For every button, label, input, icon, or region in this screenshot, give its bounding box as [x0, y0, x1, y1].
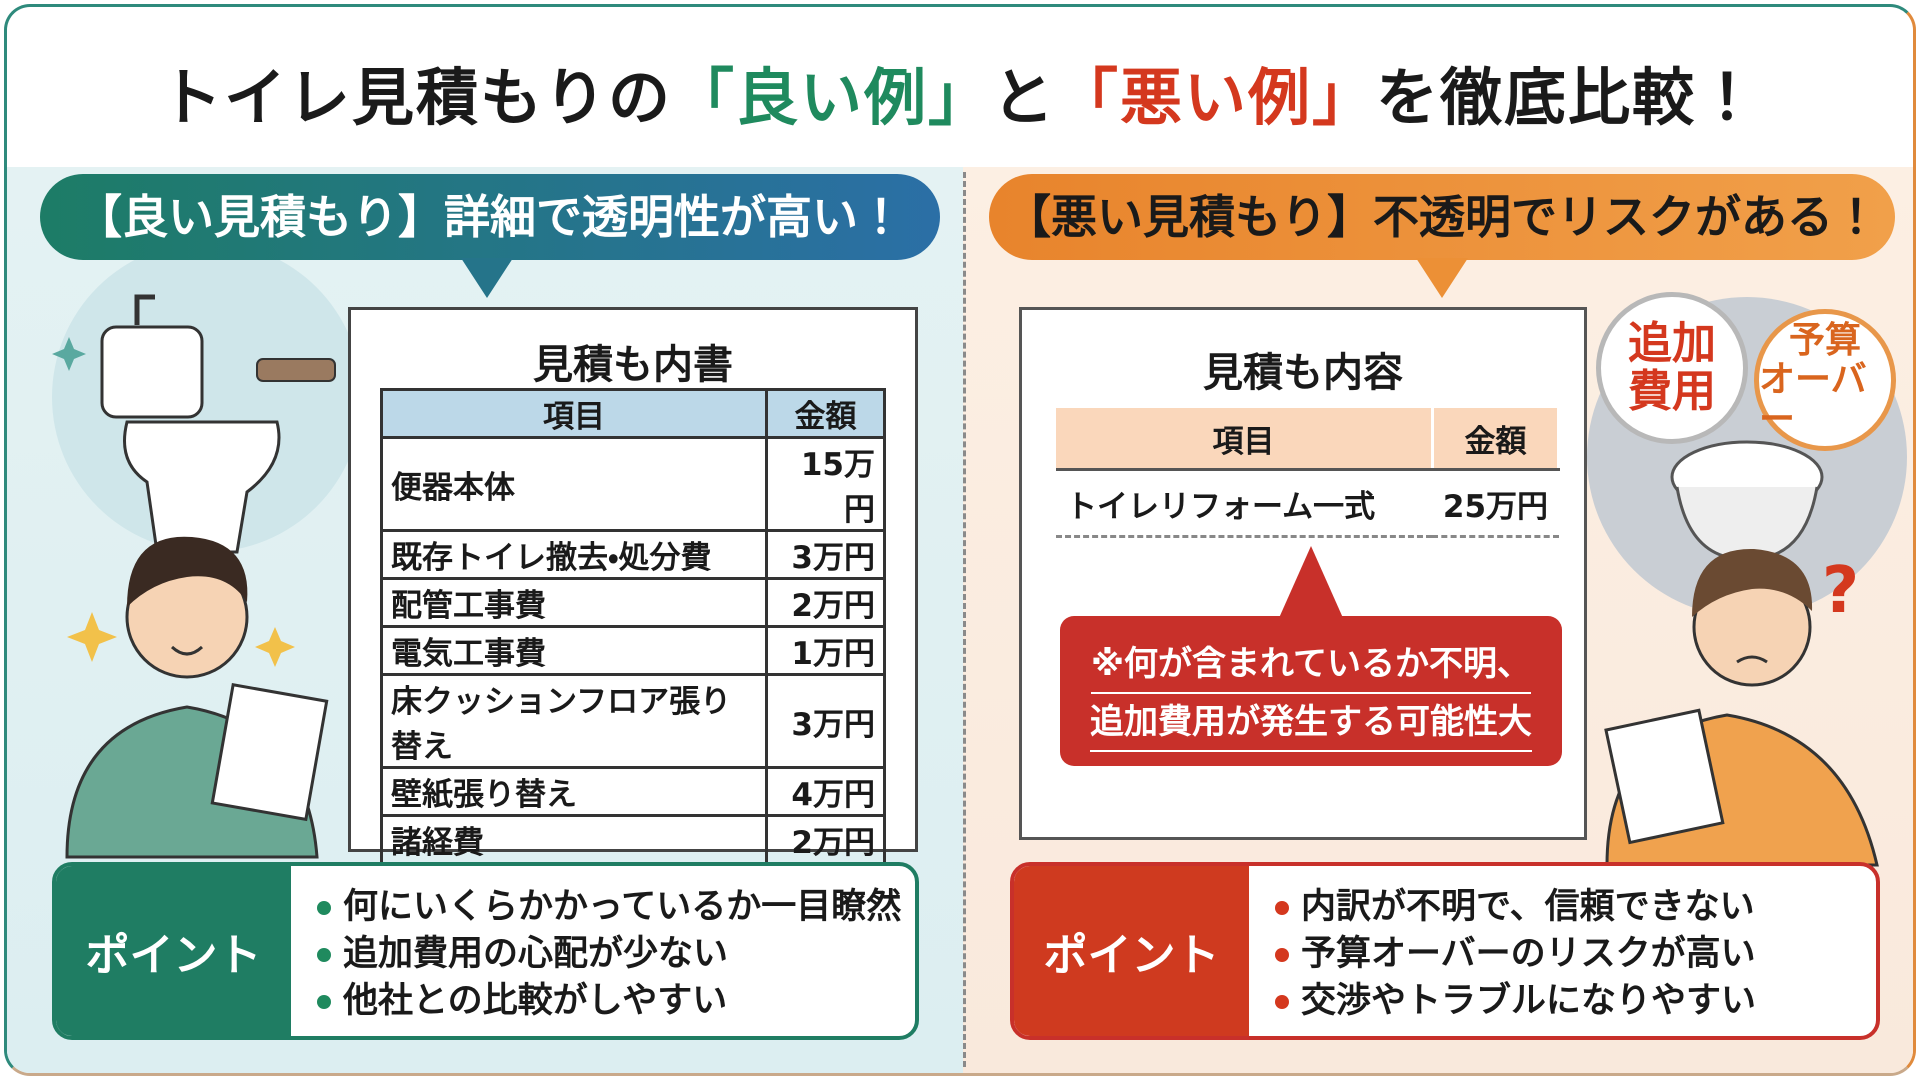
divider — [963, 172, 966, 1067]
amount-cell: 4万円 — [765, 766, 886, 817]
item-row: トイレリフォーム一式 25万円 — [1056, 469, 1559, 538]
bad-points: ポイント 内訳が不明で、信頼できない 予算オーバーのリスクが高い 交渉やトラブルにな… — [1010, 862, 1880, 1040]
header-cell: 項目 — [1056, 408, 1434, 471]
point-text: 内訳が不明で、信頼できない — [1301, 887, 1755, 927]
item-cell: 壁紙張り替え — [379, 766, 769, 817]
item-cell: 便器本体 — [379, 436, 769, 532]
title: トイレ見積もりの「良い例」と「悪い例」を徹底比較！ — [7, 47, 1913, 137]
badge: 追加 費用 — [1596, 292, 1748, 444]
sparkle — [67, 612, 117, 662]
amount-cell: 2万円 — [765, 577, 886, 628]
good-banner: 【良い見積もり】詳細で透明性が高い！ — [40, 174, 940, 260]
paper — [210, 683, 329, 822]
point-label: ポイント — [56, 866, 291, 1036]
title-text: を徹底比較！ — [1376, 61, 1761, 134]
header-cell: 項目 — [379, 388, 769, 439]
amount-cell: 3万円 — [765, 673, 886, 769]
point-item: 交渉やトラブルになりやすい — [1275, 978, 1756, 1025]
person-hair — [1692, 548, 1813, 617]
toilet-tank — [100, 325, 204, 419]
paper — [1604, 708, 1725, 845]
bullet — [317, 948, 331, 962]
item-row: 床クッションフロア張り替え 3万円 — [379, 673, 886, 769]
point-list: 内訳が不明で、信頼できない 予算オーバーのリスクが高い 交渉やトラブルになりやすい — [1249, 866, 1756, 1036]
item-cell: 既存トイレ撤去・処分費 — [379, 529, 769, 580]
estimate-title: 見積も内書 — [533, 342, 733, 388]
paper-holder — [256, 358, 336, 382]
amount-cell: 3万円 — [765, 529, 886, 580]
item-row: 諸経費 2万円 — [379, 814, 886, 865]
header-cell: 金額 — [1432, 408, 1561, 471]
point-item: 予算オーバーのリスクが高い — [1275, 931, 1756, 978]
person-frown — [1736, 655, 1768, 664]
item-row: 既存トイレ撤去・処分費 3万円 — [379, 529, 886, 580]
point-item: 追加費用の心配が少ない — [317, 931, 901, 978]
amount-cell: 2万円 — [765, 814, 886, 865]
good-estimate: 見積も内書 項目 金額 便器本体 15万円 既存トイレ撤去・処分費 3万円 配管工事費 2万円… — [348, 307, 918, 958]
bullet — [1275, 948, 1289, 962]
badge-text: オーバー — [1759, 359, 1867, 440]
item-row: 配管工事費 2万円 — [379, 577, 886, 628]
warning-pointer — [1279, 546, 1343, 618]
point-text: 追加費用の心配が少ない — [343, 934, 729, 974]
badge-text: 追加 — [1628, 317, 1716, 369]
banner-pointer — [1416, 258, 1468, 298]
question-mark: ? — [1822, 554, 1859, 628]
badge: 予算 オーバー — [1754, 309, 1896, 451]
item-cell: 配管工事費 — [379, 577, 769, 628]
warning-line: 追加費用が発生する可能性大 — [1090, 694, 1532, 752]
warning-line: ※何が含まれているか不明、 — [1090, 636, 1532, 694]
banner-pointer — [461, 258, 513, 298]
bad-banner: 【悪い見積もり】不透明でリスクがある！ — [989, 174, 1895, 260]
item-cell: トイレリフォーム一式 — [1056, 469, 1433, 538]
item-row: 便器本体 15万円 — [379, 436, 886, 532]
estimate-title: 見積も内容 — [1203, 350, 1403, 396]
warning: ※何が含まれているか不明、 追加費用が発生する可能性大 — [1060, 616, 1562, 766]
item-cell: 諸経費 — [379, 814, 769, 865]
badge-text: 予算 — [1788, 319, 1861, 361]
sparkle — [255, 627, 295, 667]
bullet — [1275, 901, 1289, 915]
point-text: 交渉やトラブルになりやすい — [1301, 981, 1757, 1021]
point-item: 何にいくらかかっているか一目瞭然 — [317, 884, 901, 931]
person-smile — [170, 645, 204, 656]
toilet-backdrop — [52, 242, 362, 552]
header-row: 項目 金額 — [379, 388, 886, 439]
header-row: 項目 金額 — [1056, 408, 1561, 471]
good-points: ポイント 何にいくらかかっているか一目瞭然 追加費用の心配が少ない 他社との比較がし… — [52, 862, 919, 1040]
point-text: 何にいくらかかっているか一目瞭然 — [343, 887, 902, 927]
estimate-table: 項目 金額 トイレリフォーム一式 25万円 — [1056, 408, 1561, 538]
bullet — [317, 995, 331, 1009]
sparkle — [52, 337, 86, 371]
badge-text: 費用 — [1628, 366, 1716, 417]
amount-cell: 25万円 — [1432, 469, 1559, 538]
item-cell: 電気工事費 — [379, 625, 769, 676]
bullet — [317, 901, 331, 915]
bullet — [1275, 995, 1289, 1009]
toilet-bowl — [123, 420, 281, 554]
toilet-faucet — [134, 294, 155, 325]
title-text: トイレ見積もりの — [159, 61, 672, 134]
point-text: 他社との比較がしやすい — [343, 981, 728, 1021]
item-row: 電気工事費 1万円 — [379, 625, 886, 676]
title-good: 「良い例」 — [671, 61, 992, 134]
point-item: 他社との比較がしやすい — [317, 978, 901, 1025]
item-row: 壁紙張り替え 4万円 — [379, 766, 886, 817]
point-list: 何にいくらかかっているか一目瞭然 追加費用の心配が少ない 他社との比較がしやすい — [291, 866, 901, 1036]
amount-cell: 1万円 — [765, 625, 886, 676]
item-cell: 床クッションフロア張り替え — [379, 673, 769, 769]
point-item: 内訳が不明で、信頼できない — [1275, 884, 1756, 931]
frame: ? トイレ見積もりの「良い例」と「悪い例」を徹底比較！ 【良い見積もり】詳細で透… — [4, 4, 1916, 1076]
point-text: 予算オーバーのリスクが高い — [1301, 934, 1756, 974]
person-hair — [127, 536, 248, 607]
point-label: ポイント — [1014, 866, 1249, 1036]
amount-cell: 15万円 — [765, 436, 886, 532]
header-cell: 金額 — [765, 388, 886, 439]
title-text: と — [991, 61, 1056, 134]
title-bad: 「悪い例」 — [1056, 61, 1377, 134]
